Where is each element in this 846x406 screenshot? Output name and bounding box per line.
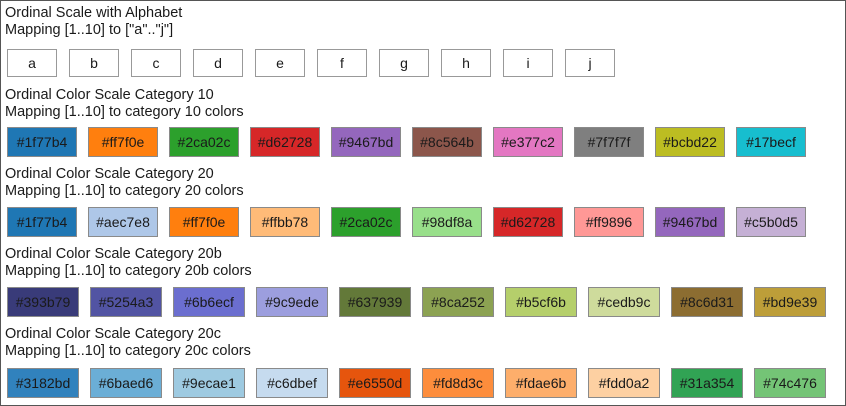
color-swatch: #ffbb78 [250,207,320,237]
alphabet-cell: g [379,49,429,77]
alphabet-cell: d [193,49,243,77]
color-swatch: #c6dbef [256,368,328,398]
color-swatch: #393b79 [7,287,79,317]
color-swatch: #2ca02c [169,127,239,157]
color-swatch: #cedb9c [588,287,660,317]
section-category20: Ordinal Color Scale Category 20 Mapping … [5,166,244,200]
section-title: Ordinal Scale with Alphabet [5,5,183,21]
color-swatch: #1f77b4 [7,127,77,157]
section-alphabet: Ordinal Scale with Alphabet Mapping [1..… [5,5,182,39]
color-swatch: #31a354 [671,368,743,398]
section-subtitle: Mapping [1..10] to category 20 colors [5,183,244,199]
color-swatch: #637939 [339,287,411,317]
color-swatch: #1f77b4 [7,207,77,237]
color-swatch: #6baed6 [90,368,162,398]
section-subtitle: Mapping [1..10] to category 20c colors [5,343,251,359]
color-swatch: #e6550d [339,368,411,398]
color-swatch: #9c9ede [256,287,328,317]
color-swatch: #7f7f7f [574,127,644,157]
color-swatch: #5254a3 [90,287,162,317]
color-swatch: #ff7f0e [88,127,158,157]
color-swatch: #9467bd [655,207,725,237]
section-subtitle: Mapping [1..10] to ["a".."j"] [5,22,174,38]
color-swatch: #9ecae1 [173,368,245,398]
color-swatch: #8c564b [412,127,482,157]
section-title: Ordinal Color Scale Category 20b [5,246,222,262]
color-swatch: #fd8d3c [422,368,494,398]
color-swatch: #ff7f0e [169,207,239,237]
color-swatch: #aec7e8 [88,207,158,237]
color-swatch: #d62728 [493,207,563,237]
alphabet-cell: a [7,49,57,77]
color-swatch: #3182bd [7,368,79,398]
color-swatch: #fdae6b [505,368,577,398]
color-swatch: #ff9896 [574,207,644,237]
color-swatch: #74c476 [754,368,826,398]
color-swatch: #6b6ecf [173,287,245,317]
section-title: Ordinal Color Scale Category 10 [5,87,214,103]
color-swatch: #9467bd [331,127,401,157]
section-category10: Ordinal Color Scale Category 10 Mapping … [5,87,244,121]
alphabet-cell: b [69,49,119,77]
color-swatch: #17becf [736,127,806,157]
section-category20b: Ordinal Color Scale Category 20b Mapping… [5,246,252,280]
alphabet-cell: e [255,49,305,77]
alphabet-cell: i [503,49,553,77]
color-swatch: #d62728 [250,127,320,157]
alphabet-cell: h [441,49,491,77]
color-swatch: #bcbd22 [655,127,725,157]
section-title: Ordinal Color Scale Category 20 [5,166,214,182]
alphabet-cell: j [565,49,615,77]
color-swatch: #c5b0d5 [736,207,806,237]
section-subtitle: Mapping [1..10] to category 10 colors [5,104,244,120]
alphabet-cell: c [131,49,181,77]
section-title: Ordinal Color Scale Category 20c [5,326,221,342]
alphabet-cell: f [317,49,367,77]
color-swatch: #2ca02c [331,207,401,237]
color-swatch: #b5cf6b [505,287,577,317]
section-subtitle: Mapping [1..10] to category 20b colors [5,263,252,279]
section-category20c: Ordinal Color Scale Category 20c Mapping… [5,326,251,360]
color-swatch: #8c6d31 [671,287,743,317]
color-swatch: #98df8a [412,207,482,237]
color-swatch: #e377c2 [493,127,563,157]
color-swatch: #fdd0a2 [588,368,660,398]
color-swatch: #bd9e39 [754,287,826,317]
color-swatch: #8ca252 [422,287,494,317]
